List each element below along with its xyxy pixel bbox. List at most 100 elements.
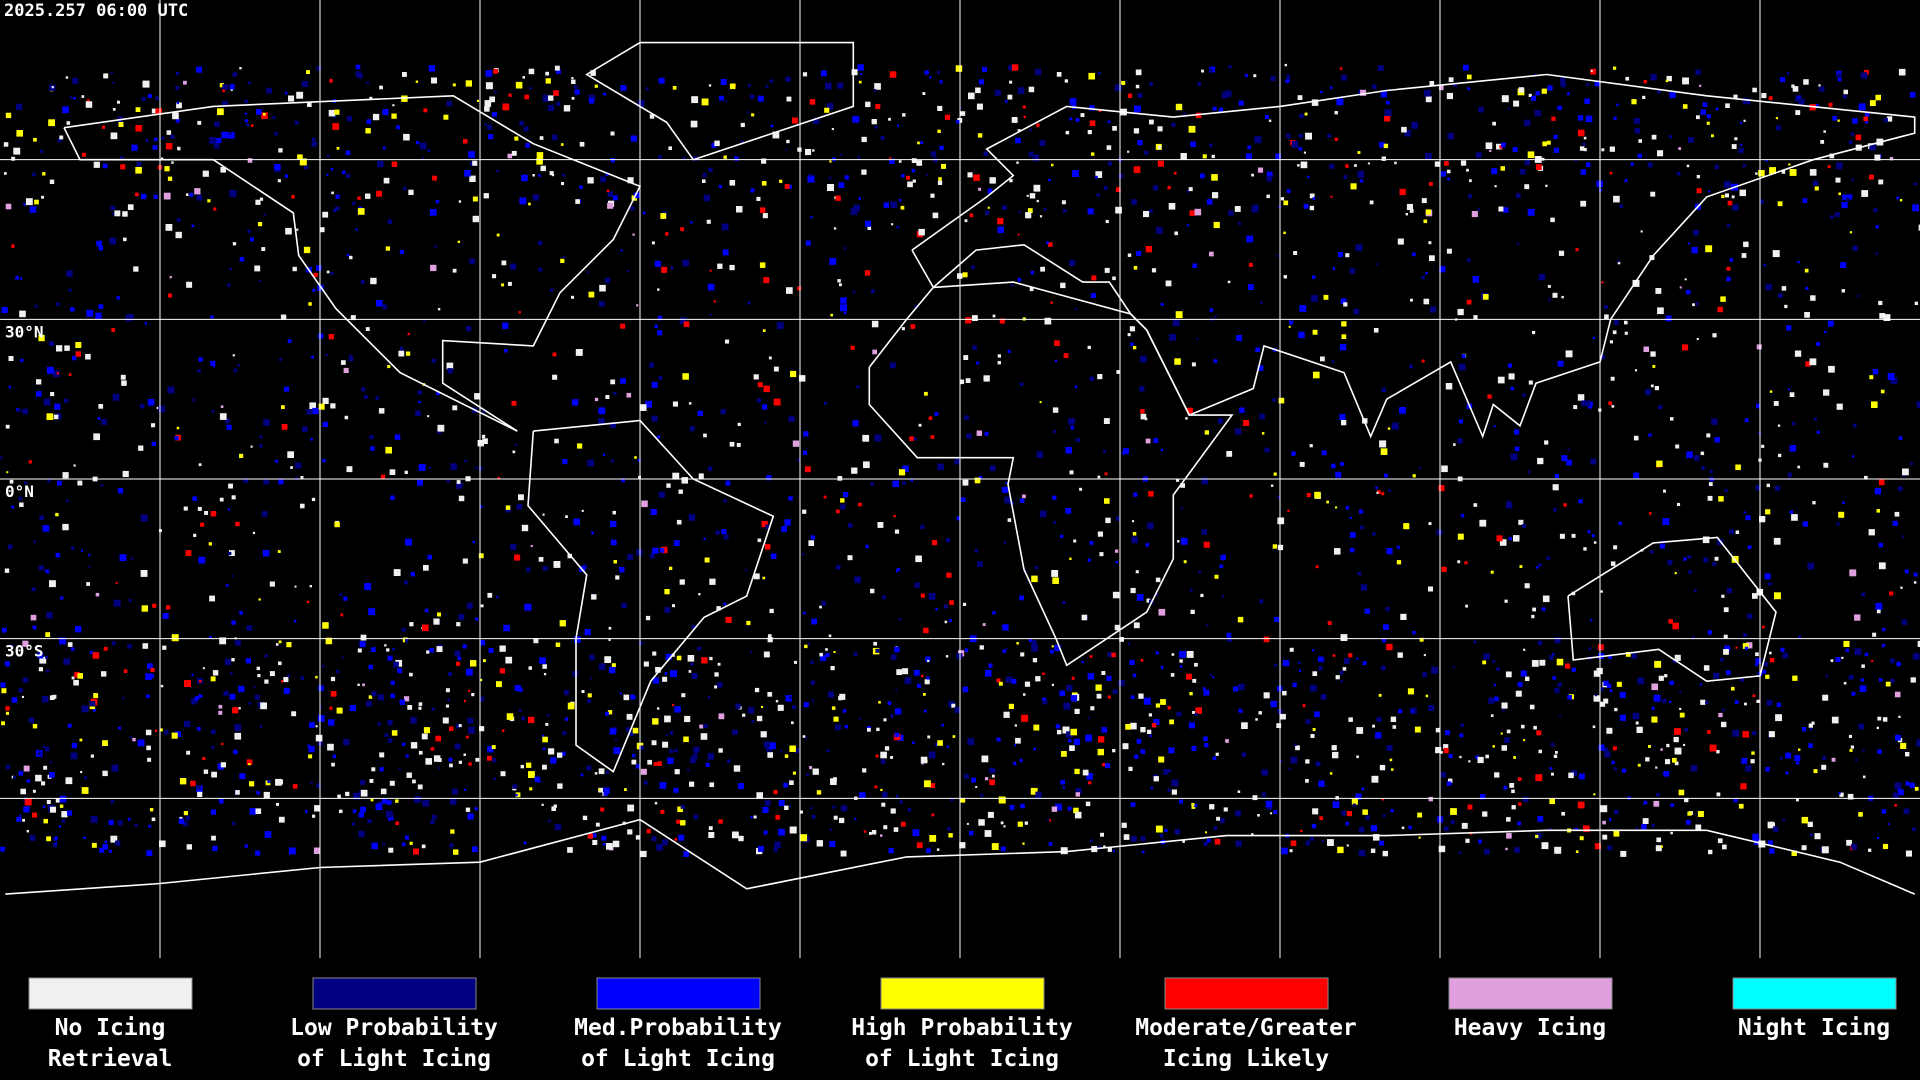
icing-cell <box>895 708 902 715</box>
icing-cell <box>790 370 797 378</box>
icing-cell <box>1814 186 1819 191</box>
icing-cell <box>605 770 609 775</box>
icing-cell <box>1457 560 1461 564</box>
icing-cell <box>480 604 484 608</box>
coastline <box>63 94 642 432</box>
icing-cell <box>1434 161 1441 167</box>
icing-cell <box>1145 246 1152 253</box>
icing-cell <box>1537 816 1544 822</box>
icing-cell <box>1848 674 1854 680</box>
icing-cell <box>330 676 336 682</box>
icing-cell <box>1146 598 1151 603</box>
icing-cell <box>274 131 278 136</box>
icing-cell <box>759 207 766 213</box>
icing-cell <box>1600 590 1603 593</box>
icing-cell <box>1298 133 1303 138</box>
icing-cell <box>613 747 621 755</box>
icing-cell <box>1875 94 1881 101</box>
icing-cell <box>123 237 127 242</box>
icing-cell <box>452 405 458 411</box>
icing-cell <box>67 642 73 647</box>
icing-cell <box>1595 694 1598 697</box>
icing-cell <box>610 422 617 429</box>
icing-cell <box>334 109 340 115</box>
icing-cell <box>1508 373 1515 380</box>
icing-cell <box>1571 770 1578 777</box>
icing-cell <box>23 806 30 813</box>
icing-cell <box>528 716 535 724</box>
icing-cell <box>966 433 972 439</box>
icing-cell <box>371 691 377 697</box>
icing-cell <box>839 817 845 824</box>
icing-cell <box>1361 787 1365 791</box>
icing-cell <box>514 554 521 561</box>
icing-cell <box>867 727 871 732</box>
icing-cell <box>465 80 472 87</box>
icing-cell <box>1531 95 1537 101</box>
icing-cell <box>423 727 430 734</box>
icing-cell <box>108 819 114 825</box>
icing-cell <box>1452 666 1455 669</box>
icing-cell <box>1104 498 1110 504</box>
icing-cell <box>923 627 929 634</box>
icing-cell <box>396 125 400 130</box>
icing-cell <box>1484 848 1490 855</box>
icing-cell <box>391 161 398 167</box>
icing-cell <box>805 149 812 156</box>
icing-cell <box>1272 398 1276 402</box>
icing-cell <box>18 688 23 693</box>
icing-cell <box>1133 128 1140 134</box>
icing-cell <box>358 830 365 838</box>
icing-cell <box>939 80 943 84</box>
icing-cell <box>466 668 473 676</box>
icing-cell <box>627 177 634 184</box>
icing-cell <box>452 268 457 273</box>
icing-cell <box>528 666 532 670</box>
icing-cell <box>1196 338 1199 341</box>
icing-cell <box>238 707 241 710</box>
icing-cell <box>969 830 974 836</box>
icing-cell <box>1821 764 1827 770</box>
icing-cell <box>1696 175 1700 179</box>
icing-cell <box>341 656 344 659</box>
icing-cell <box>1731 686 1735 691</box>
icing-cell <box>985 777 989 781</box>
icing-cell <box>1537 457 1544 465</box>
icing-cell <box>1794 350 1802 357</box>
icing-cell <box>1343 658 1350 664</box>
icing-cell <box>65 499 69 503</box>
icing-cell <box>1002 205 1007 210</box>
icing-cell <box>775 700 779 703</box>
icing-cell <box>1726 276 1731 282</box>
icing-cell <box>996 678 1001 683</box>
icing-cell <box>719 95 724 101</box>
icing-cell <box>1061 751 1067 757</box>
icing-cell <box>313 847 321 854</box>
icing-cell <box>770 124 774 128</box>
icing-cell <box>1549 798 1555 805</box>
icing-cell <box>23 765 30 772</box>
icing-cell <box>336 707 343 714</box>
icing-cell <box>118 726 122 730</box>
icing-cell <box>137 739 145 747</box>
icing-cell <box>272 116 276 120</box>
icing-cell <box>911 158 917 163</box>
icing-cell <box>466 735 469 739</box>
icing-cell <box>476 99 480 102</box>
icing-cell <box>66 270 73 277</box>
icing-cell <box>1003 711 1010 718</box>
icing-cell <box>652 547 659 554</box>
icing-cell <box>520 764 524 769</box>
icing-cell <box>1312 808 1319 815</box>
icing-cell <box>352 809 357 814</box>
icing-cell <box>379 767 384 772</box>
icing-cell <box>1280 197 1285 201</box>
icing-cell <box>942 762 945 766</box>
icing-cell <box>350 315 356 321</box>
icing-cell <box>788 415 795 422</box>
icing-cell <box>1693 455 1700 461</box>
icing-cell <box>1634 369 1638 372</box>
icing-cell <box>1617 259 1620 263</box>
icing-cell <box>146 745 151 751</box>
icing-cell <box>93 161 100 168</box>
